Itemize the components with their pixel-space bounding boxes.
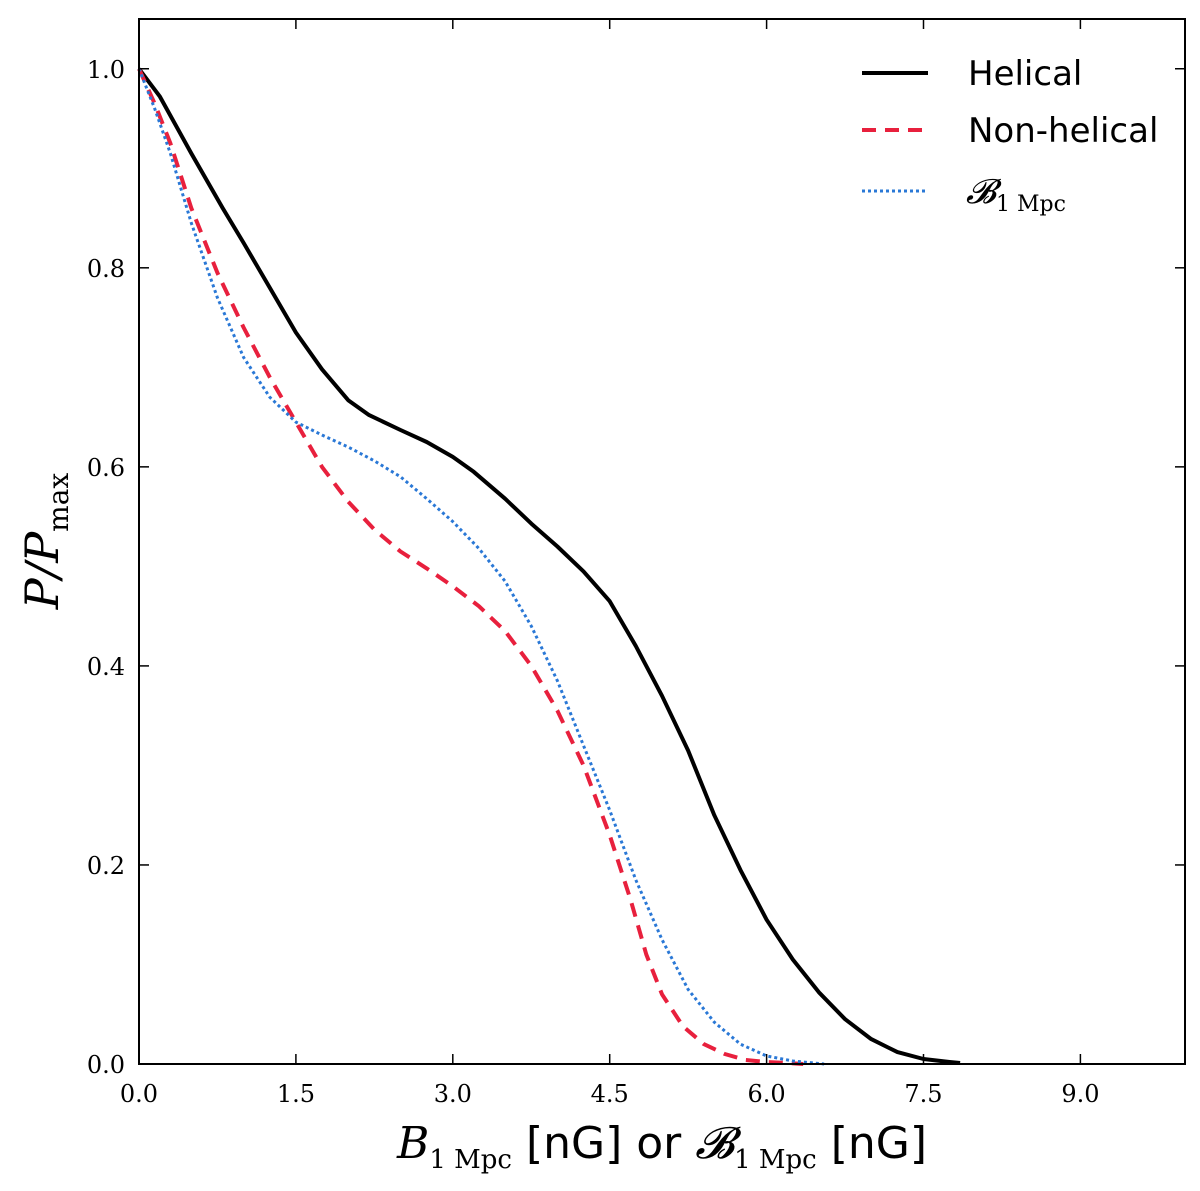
legend-label-b1mpc-sub: 1 Mpc <box>996 192 1066 217</box>
x-tick-label-3: 4.5 <box>591 1080 629 1108</box>
x-tick-label-2: 3.0 <box>434 1080 472 1108</box>
x-title-bcal-sub: 1 Mpc <box>734 1145 817 1175</box>
series-group <box>137 67 961 1066</box>
y-title-p: P <box>15 577 69 610</box>
plot-frame <box>138 18 1186 1065</box>
x-tick-label-0: 0.0 <box>120 1080 158 1108</box>
legend: Helical Non-helical 𝓑1 Mpc <box>862 54 1158 217</box>
y-axis-ticks: 0.0 0.2 0.4 0.6 0.8 1.0 <box>87 56 1185 1079</box>
series-line-non-helical <box>137 67 804 1066</box>
x-axis-title: B1 Mpc [nG] or 𝓑1 Mpc [nG] <box>396 1118 927 1175</box>
x-title-unit2: [nG] <box>817 1118 927 1169</box>
x-title-b: B <box>396 1118 429 1169</box>
x-title-unit1: [nG] or <box>512 1118 695 1169</box>
y-axis-title: P/Pmax <box>15 473 75 611</box>
y-tick-label-1: 0.2 <box>87 852 125 880</box>
series-line-helical <box>137 67 961 1065</box>
x-axis-ticks: 0.0 1.5 3.0 4.5 6.0 7.5 9.0 <box>120 19 1099 1108</box>
y-title-sub: max <box>42 473 75 532</box>
x-tick-label-1: 1.5 <box>277 1080 315 1108</box>
legend-label-helical: Helical <box>968 54 1082 94</box>
y-tick-label-4: 0.8 <box>87 255 125 283</box>
x-tick-label-5: 7.5 <box>904 1080 942 1108</box>
y-tick-label-3: 0.6 <box>87 454 125 482</box>
y-tick-label-5: 1.0 <box>87 56 125 84</box>
y-tick-label-0: 0.0 <box>87 1051 125 1079</box>
series-line-b1mpc <box>137 68 825 1066</box>
y-title-p2: P <box>15 531 69 564</box>
y-tick-label-2: 0.4 <box>87 653 125 681</box>
legend-label-non-helical: Non-helical <box>968 111 1158 151</box>
x-tick-label-4: 6.0 <box>748 1080 786 1108</box>
x-tick-label-6: 9.0 <box>1061 1080 1099 1108</box>
x-title-b-sub: 1 Mpc <box>429 1145 512 1175</box>
